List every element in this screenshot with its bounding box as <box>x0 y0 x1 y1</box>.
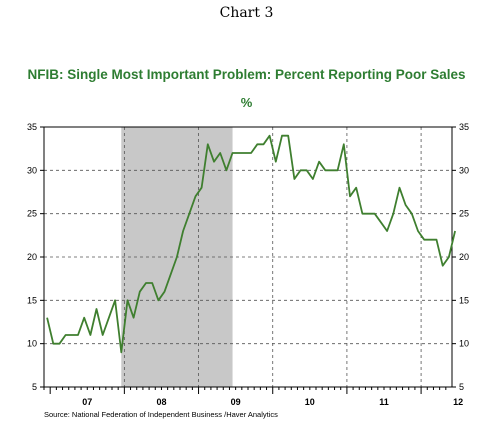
series-line <box>46 134 456 354</box>
x-tick-label: 12 <box>453 397 463 407</box>
chart-label: Chart 3 <box>219 5 274 21</box>
x-tick-label: 08 <box>156 397 166 407</box>
x-tick-label: 10 <box>305 397 315 407</box>
y-tick-label-right: 5 <box>459 382 464 392</box>
chart-title: NFIB: Single Most Important Problem: Per… <box>27 67 466 82</box>
plot-frame <box>43 126 453 388</box>
y-tick-label-left: 25 <box>27 209 37 219</box>
y-tick-label-left: 30 <box>27 165 37 175</box>
y-tick-label-right: 10 <box>459 339 469 349</box>
y-tick-label-left: 20 <box>27 252 37 262</box>
x-tick-label: 07 <box>82 397 92 407</box>
y-tick-label-left: 5 <box>32 382 37 392</box>
source-note: Source: National Federation of Independe… <box>44 410 278 419</box>
y-tick-label-left: 10 <box>27 339 37 349</box>
y-tick-label-right: 35 <box>459 122 469 132</box>
y-tick-label-right: 30 <box>459 165 469 175</box>
y-tick-label-left: 15 <box>27 295 37 305</box>
y-tick-label-right: 25 <box>459 209 469 219</box>
x-tick-label: 09 <box>231 397 241 407</box>
y-tick-label-right: 20 <box>459 252 469 262</box>
chart-subtitle: % <box>240 95 253 110</box>
y-tick-label-right: 15 <box>459 295 469 305</box>
x-tick-label: 11 <box>379 397 389 407</box>
y-tick-label-left: 35 <box>27 122 37 132</box>
